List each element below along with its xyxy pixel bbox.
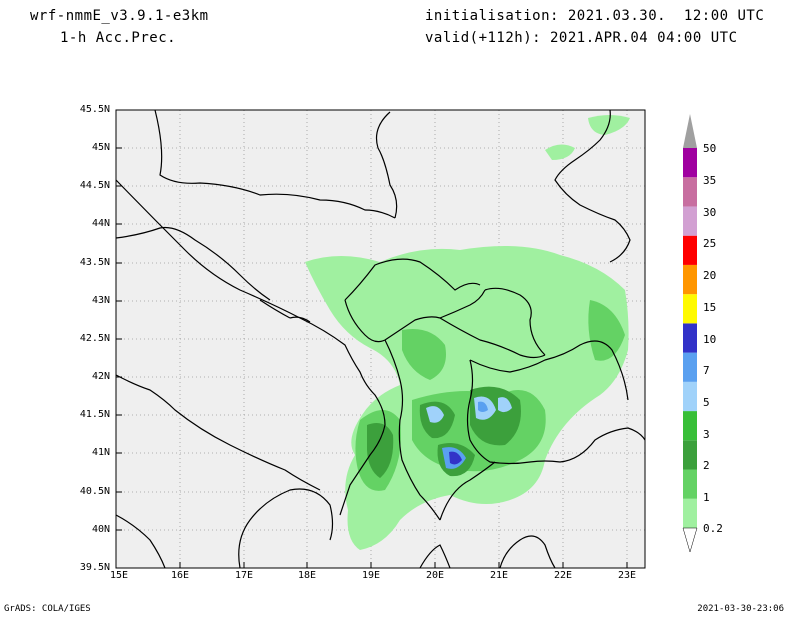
colorbar-segment: [683, 177, 697, 207]
colorbar-top-cap: [683, 114, 697, 148]
colorbar-segment: [683, 381, 697, 412]
lat-label: 43N: [91, 295, 110, 306]
colorbar-segment: [683, 235, 697, 265]
colorbar-bottom-cap: [682, 527, 698, 553]
lat-label: 43.5N: [79, 257, 110, 268]
colorbar-label: 5: [703, 396, 710, 409]
colorbar-label: 2: [703, 459, 710, 472]
lat-label: 39.5N: [79, 562, 110, 573]
lat-label: 41.5N: [79, 409, 110, 420]
lat-label: 45N: [91, 142, 110, 153]
colorbar-label: 50: [703, 142, 717, 155]
lon-label: 17E: [234, 570, 254, 581]
lat-label: 44.5N: [79, 180, 110, 191]
colorbar-segment: [683, 469, 697, 499]
valid-time: valid(+112h): 2021.APR.04 04:00 UTC: [425, 30, 738, 46]
colorbar-segment: [683, 323, 697, 353]
initialisation-time: initialisation: 2021.03.30. 12:00 UTC: [425, 8, 765, 24]
lon-label: 22E: [553, 570, 573, 581]
colorbar-label: 0.2: [703, 522, 723, 535]
colorbar-segment: [683, 411, 697, 441]
colorbar-label: 20: [703, 269, 717, 282]
colorbar-segment: [683, 352, 697, 382]
lon-label: 23E: [617, 570, 637, 581]
lat-label: 41N: [91, 447, 110, 458]
colorbar-label: 35: [703, 174, 717, 187]
colorbar-label: 1: [703, 491, 710, 504]
colorbar-segment: [683, 498, 697, 528]
lon-label: 16E: [170, 570, 190, 581]
coastlines-borders: [115, 109, 646, 569]
colorbar-label: 7: [703, 364, 710, 377]
lat-label: 40N: [91, 524, 110, 535]
lat-label: 45.5N: [79, 104, 110, 115]
colorbar-label: 30: [703, 206, 717, 219]
colorbar-segment: [683, 440, 697, 470]
field-name: 1-h Acc.Prec.: [60, 30, 177, 46]
colorbar: [682, 114, 698, 553]
colorbar-segment: [683, 264, 697, 295]
colorbar-label: 25: [703, 237, 717, 250]
lon-label: 15E: [109, 570, 129, 581]
lat-label: 44N: [91, 218, 110, 229]
colorbar-segment: [683, 294, 697, 324]
colorbar-segment: [683, 206, 697, 236]
colorbar-label: 3: [703, 428, 710, 441]
footer-timestamp: 2021-03-30-23:06: [697, 604, 784, 614]
lat-label: 42N: [91, 371, 110, 382]
precip-areas: [305, 115, 630, 550]
colorbar-label: 15: [703, 301, 717, 314]
axis-ticks: [116, 109, 628, 569]
colorbar-label: 10: [703, 333, 717, 346]
colorbar-segment: [683, 148, 697, 178]
model-name: wrf-nmmE_v3.9.1-e3km: [30, 8, 209, 24]
lon-label: 18E: [297, 570, 317, 581]
lat-label: 40.5N: [79, 486, 110, 497]
footer-software: GrADS: COLA/IGES: [4, 604, 91, 614]
lon-label: 21E: [489, 570, 509, 581]
lon-label: 20E: [425, 570, 445, 581]
lat-label: 42.5N: [79, 333, 110, 344]
lon-label: 19E: [361, 570, 381, 581]
